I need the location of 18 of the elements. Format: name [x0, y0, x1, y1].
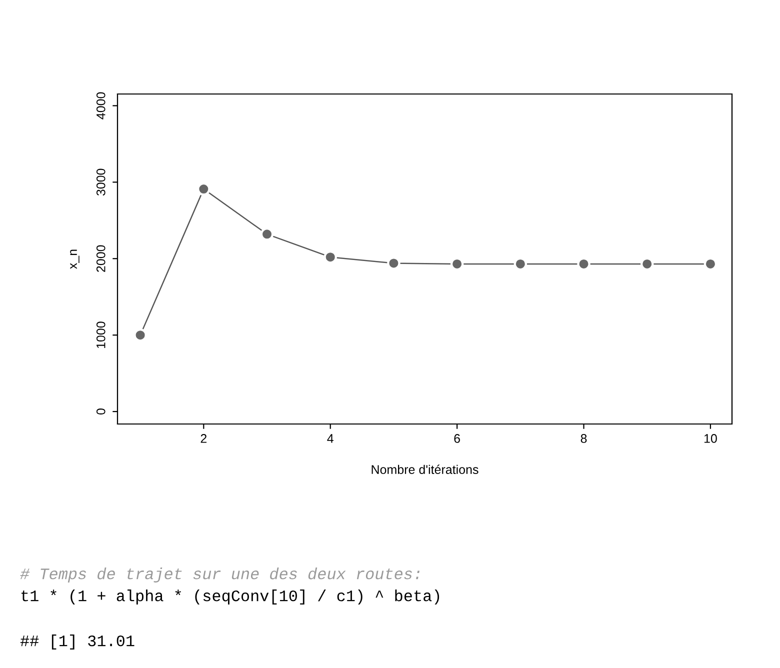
y-tick-label: 4000 [96, 92, 106, 120]
x-tick-label: 6 [454, 434, 460, 443]
text: # Temps de trajet sur une des deux routes: [20, 568, 420, 582]
point [260, 228, 274, 241]
x-tick-label: 10 [704, 434, 717, 443]
y-tick-label: 3000 [96, 168, 106, 196]
point [134, 328, 147, 342]
text: ## [1] 31.01 [20, 634, 134, 650]
y-axis-title: x_n [70, 250, 80, 269]
x-tick-label: 2 [200, 434, 207, 443]
x-axis-title: Nombre d'itérations [372, 464, 478, 474]
point [387, 256, 400, 270]
text: t1 * (1 + alpha * (seqConv[10] / c1) ^ beta) [21, 590, 440, 604]
y-tick-label: 0 [96, 408, 106, 415]
y-tick-label: 1000 [96, 322, 106, 348]
x-tick-label: 4 [327, 434, 334, 443]
y-tick-label: 2000 [96, 245, 106, 272]
x-tick-label: 8 [580, 434, 587, 443]
